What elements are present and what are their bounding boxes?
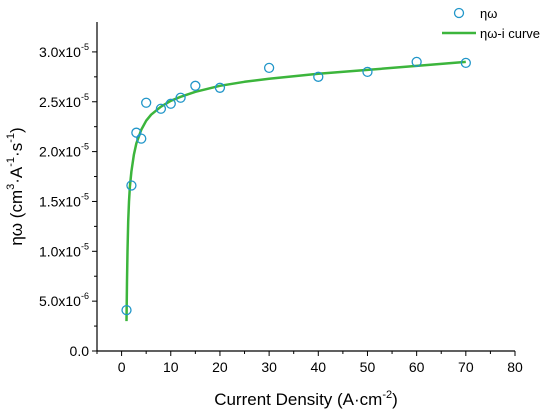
x-axis-title: Current Density (A·cm-2​) — [214, 389, 398, 409]
y-tick-label: 5.0x10-6 — [39, 291, 89, 309]
x-tick-label: 80 — [507, 359, 523, 375]
x-tick-label: 60 — [409, 359, 425, 375]
data-point — [136, 133, 147, 144]
x-tick-label: 0 — [118, 359, 126, 375]
y-tick-label: 1.0x10-5 — [39, 241, 89, 259]
data-point — [165, 98, 176, 109]
y-tick-label: 2.0x10-5 — [39, 142, 89, 160]
legend-marker-scatter — [453, 7, 465, 19]
data-point — [460, 57, 471, 69]
series-layer — [121, 56, 471, 322]
x-tick-label: 40 — [311, 359, 327, 375]
data-point — [263, 62, 275, 74]
y-axis-title: ηω (cm3​·A-1​·s-1​) — [5, 127, 27, 245]
data-point — [214, 82, 226, 93]
data-point — [121, 304, 132, 316]
data-point — [141, 97, 152, 108]
data-point — [313, 71, 324, 82]
y-tick-label: 1.5x10-5 — [39, 191, 89, 209]
axes — [96, 22, 515, 352]
legend: ηω ηω-i curve — [442, 6, 540, 41]
x-tick-label: 30 — [261, 359, 277, 375]
data-point — [362, 66, 373, 77]
x-tick-label: 70 — [458, 359, 474, 375]
x-tick-label: 50 — [360, 359, 376, 375]
data-point — [190, 80, 201, 91]
ticks: 0 10 20 30 40 50 60 70 80 0.0 5.0x10-6 1.0x10-5 1.5x… — [39, 42, 523, 375]
y-tick-label: 3.0x10-5 — [39, 42, 89, 60]
y-tick-label: 2.5x10-5 — [39, 92, 89, 110]
x-tick-label: 20 — [212, 359, 228, 375]
x-tick-label: 10 — [163, 359, 179, 375]
y-tick-label: 0.0 — [70, 343, 90, 359]
fit-curve-line — [125, 60, 466, 322]
legend-label-scatter: ηω — [480, 6, 497, 21]
legend-label-line: ηω-i curve — [480, 26, 540, 41]
data-point — [155, 103, 167, 114]
data-point — [126, 180, 137, 191]
data-point — [411, 56, 422, 68]
data-point — [175, 92, 186, 103]
